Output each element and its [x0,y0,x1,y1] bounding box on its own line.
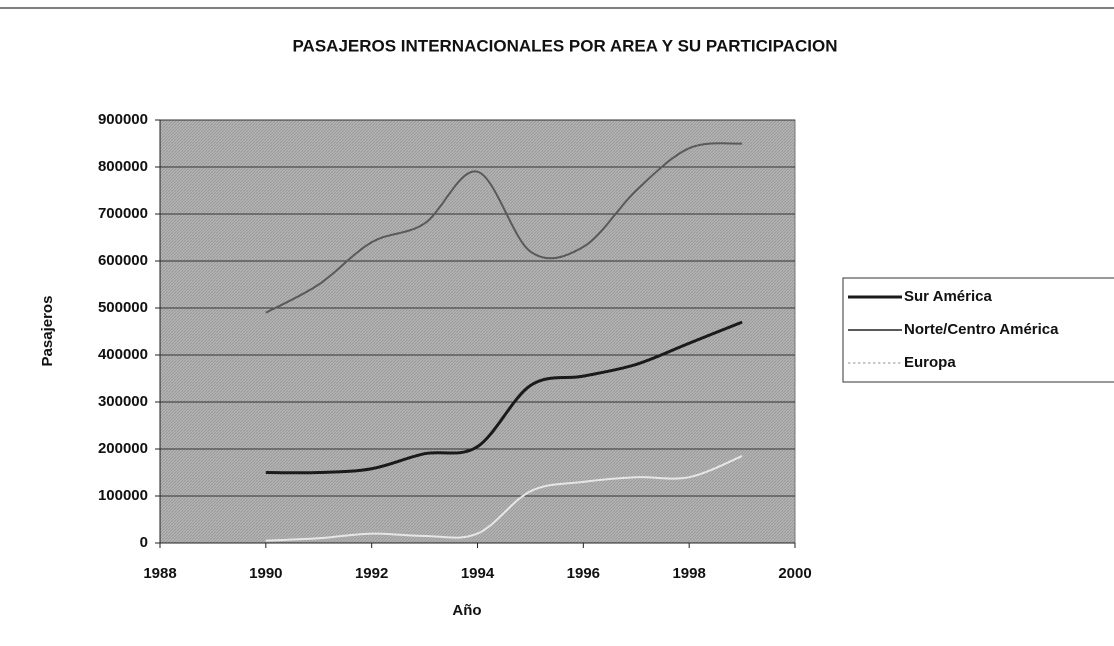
series-line [265,455,743,542]
plot-area [159,119,796,544]
y-tick-label: 0 [140,534,148,551]
y-axis-label: Pasajeros [39,296,56,367]
legend-label: Europa [904,354,956,371]
y-tick-label: 600000 [98,252,148,269]
y-tick-label: 700000 [98,205,148,222]
y-tick-label: 400000 [98,346,148,363]
x-tick-label: 1988 [143,565,176,582]
x-tick-label: 1994 [461,565,495,582]
legend-label: Norte/Centro América [904,321,1059,338]
series-line [265,142,743,314]
x-tick-label: 1990 [249,565,282,582]
y-tick-label: 200000 [98,440,148,457]
y-tick-label: 500000 [98,299,148,316]
x-tick-label: 1996 [567,565,600,582]
y-tick-label: 900000 [98,111,148,128]
chart-title: PASAJEROS INTERNACIONALES POR AREA Y SU … [292,36,837,55]
y-tick-label: 800000 [98,158,148,175]
y-tick-label: 300000 [98,393,148,410]
x-axis-label: Año [452,602,481,619]
series-line [265,320,743,475]
x-tick-label: 1998 [672,565,705,582]
x-tick-label: 2000 [778,565,811,582]
y-tick-label: 100000 [98,487,148,504]
legend-label: Sur América [904,288,992,305]
x-tick-label: 1992 [355,565,388,582]
